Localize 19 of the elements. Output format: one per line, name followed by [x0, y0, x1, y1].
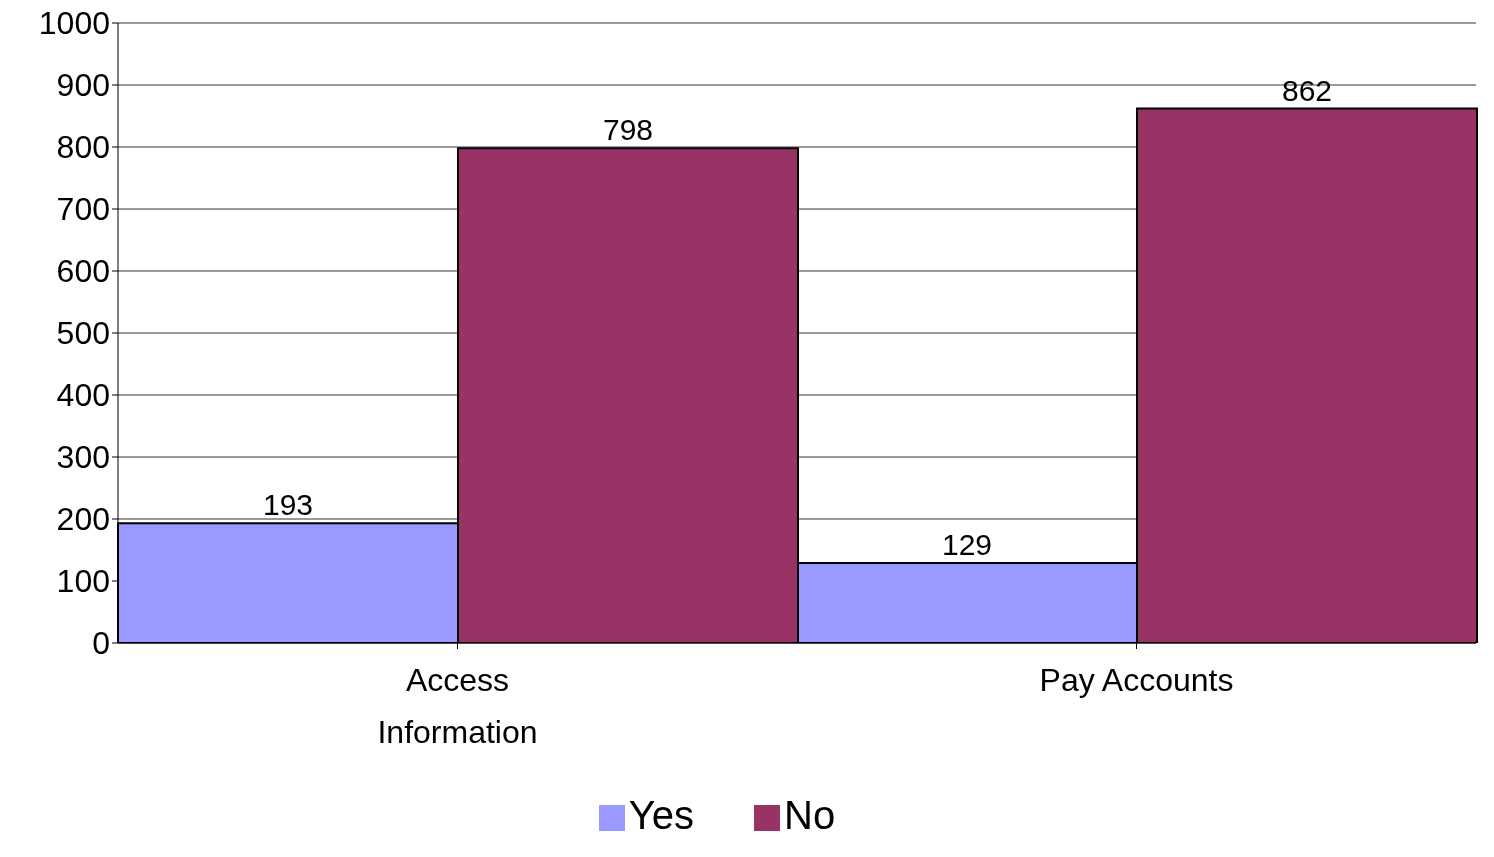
data-label: 862 — [1281, 73, 1333, 107]
y-tick-label: 800 — [56, 129, 110, 166]
y-tick-label: 900 — [56, 67, 110, 104]
x-tick-label: Access Information — [377, 662, 538, 750]
data-label: 798 — [602, 113, 654, 147]
y-tick-label: 200 — [56, 501, 110, 538]
legend-label: Yes — [628, 793, 695, 837]
x-tick-label: Pay Accounts — [1039, 662, 1234, 698]
y-tick-label: 600 — [56, 253, 110, 290]
y-tick-label: 1000 — [38, 5, 110, 42]
y-tick-label: 400 — [56, 377, 110, 414]
legend-label: No — [784, 793, 836, 837]
y-tick-label: 700 — [56, 191, 110, 228]
data-label: 129 — [941, 528, 993, 562]
y-tick-label: 500 — [56, 315, 110, 352]
y-tick-label: 0 — [92, 625, 110, 662]
y-tick-label: 300 — [56, 439, 110, 476]
data-label: 193 — [262, 488, 314, 522]
y-tick-label: 100 — [56, 563, 110, 600]
